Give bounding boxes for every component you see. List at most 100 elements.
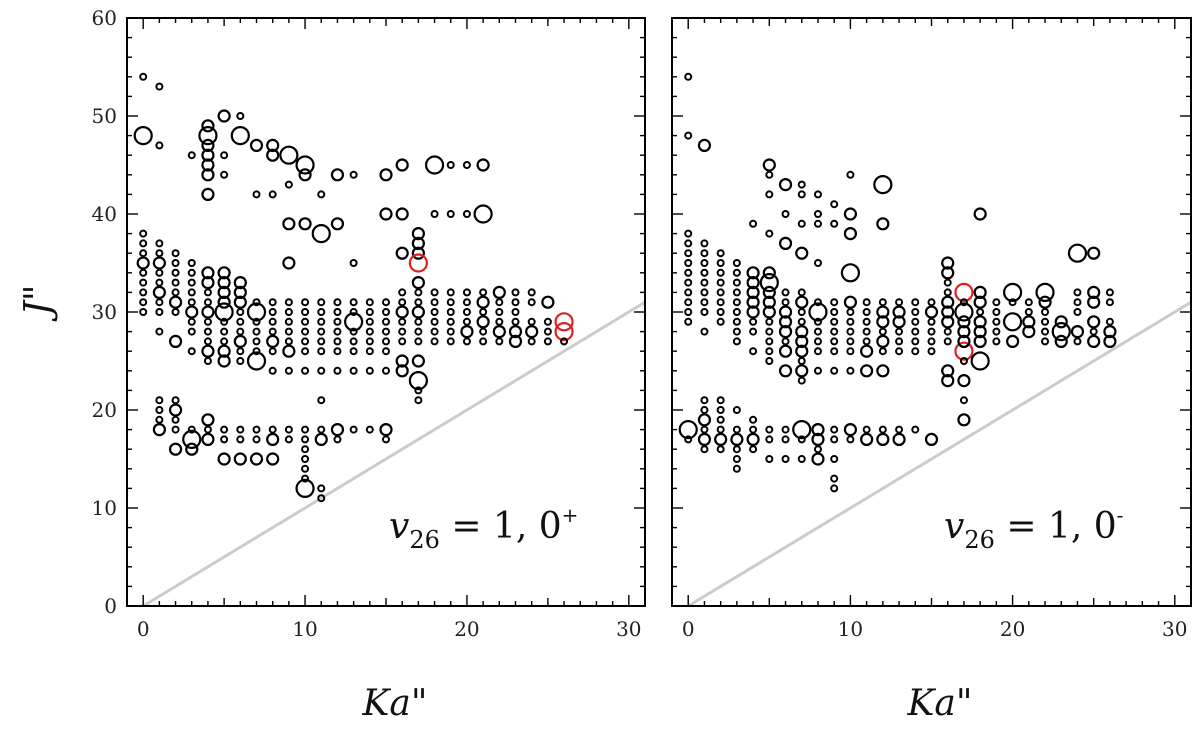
- data-point: [813, 445, 822, 454]
- data-point: [330, 168, 345, 182]
- data-point: [684, 249, 693, 258]
- data-point: [911, 298, 920, 307]
- data-point: [446, 288, 455, 297]
- data-point: [843, 227, 858, 241]
- data-point: [525, 325, 539, 339]
- data-point: [762, 158, 776, 172]
- data-point: [333, 337, 342, 346]
- data-point: [395, 354, 409, 368]
- data-point: [446, 210, 455, 218]
- data-point: [495, 308, 504, 316]
- data-point: [1087, 285, 1101, 299]
- data-point: [876, 305, 890, 319]
- data-point: [408, 371, 428, 391]
- data-point: [203, 298, 212, 307]
- data-point: [1087, 334, 1101, 348]
- data-point: [746, 285, 760, 299]
- data-point: [895, 298, 904, 307]
- data-point: [830, 425, 839, 434]
- data-point: [830, 484, 839, 493]
- data-point: [217, 285, 231, 299]
- data-point: [395, 207, 409, 221]
- data-point: [249, 138, 264, 152]
- data-point: [878, 347, 887, 356]
- x-tick-label: 20: [1000, 617, 1025, 641]
- data-point: [333, 327, 342, 336]
- data-point: [282, 217, 296, 231]
- reference-line: [687, 300, 1191, 606]
- data-point: [187, 347, 196, 356]
- data-point: [846, 170, 855, 179]
- data-point: [398, 298, 407, 307]
- data-point: [792, 420, 812, 440]
- data-point: [911, 425, 920, 434]
- data-point: [155, 396, 164, 405]
- data-point: [746, 276, 760, 290]
- data-point: [716, 249, 725, 258]
- data-point: [684, 131, 693, 140]
- data-point: [301, 308, 310, 316]
- data-point: [284, 337, 293, 346]
- data-point: [139, 298, 148, 307]
- data-point: [778, 178, 793, 192]
- data-point: [830, 435, 839, 444]
- data-point: [430, 327, 439, 336]
- data-point: [282, 256, 296, 270]
- data-point: [1022, 325, 1036, 339]
- data-point: [543, 337, 552, 346]
- data-point: [414, 337, 423, 346]
- data-point: [895, 425, 904, 434]
- data-point: [430, 337, 439, 346]
- data-point: [732, 288, 741, 297]
- data-point: [795, 344, 809, 358]
- data-point: [317, 337, 326, 346]
- data-point: [765, 317, 774, 326]
- data-point: [139, 308, 148, 316]
- data-point: [155, 298, 164, 307]
- data-point: [411, 276, 425, 290]
- data-point: [876, 432, 890, 446]
- data-point: [813, 347, 822, 356]
- data-point: [133, 126, 153, 146]
- data-point: [479, 327, 488, 336]
- data-point: [732, 327, 741, 336]
- data-point: [1073, 308, 1082, 316]
- data-point: [1008, 298, 1017, 307]
- data-point: [1067, 243, 1088, 263]
- data-point: [1051, 322, 1071, 342]
- data-point: [684, 435, 693, 444]
- data-point: [236, 357, 245, 365]
- data-point: [957, 315, 971, 329]
- data-point: [778, 236, 793, 250]
- data-point: [155, 308, 164, 316]
- data-point: [813, 190, 822, 199]
- data-point: [446, 298, 455, 307]
- data-point: [349, 170, 358, 179]
- data-point: [746, 295, 760, 309]
- data-point: [301, 464, 310, 473]
- data-point: [924, 432, 939, 446]
- data-point: [187, 425, 196, 434]
- data-point: [168, 334, 183, 348]
- data-point: [495, 337, 504, 346]
- data-point: [317, 308, 326, 316]
- data-point: [201, 158, 215, 172]
- data-point: [171, 396, 180, 405]
- data-point: [778, 325, 793, 339]
- data-point: [430, 298, 439, 307]
- data-point: [732, 317, 741, 326]
- data-point: [732, 298, 741, 307]
- data-point: [541, 295, 555, 309]
- data-point: [382, 298, 390, 307]
- data-point: [732, 455, 741, 463]
- data-point: [1022, 315, 1036, 329]
- data-point: [155, 406, 164, 414]
- data-point: [330, 423, 345, 437]
- data-point: [185, 442, 199, 456]
- data-point: [765, 357, 774, 365]
- data-point: [830, 337, 839, 346]
- data-point: [895, 337, 904, 346]
- data-point: [233, 452, 247, 466]
- data-point: [781, 298, 790, 307]
